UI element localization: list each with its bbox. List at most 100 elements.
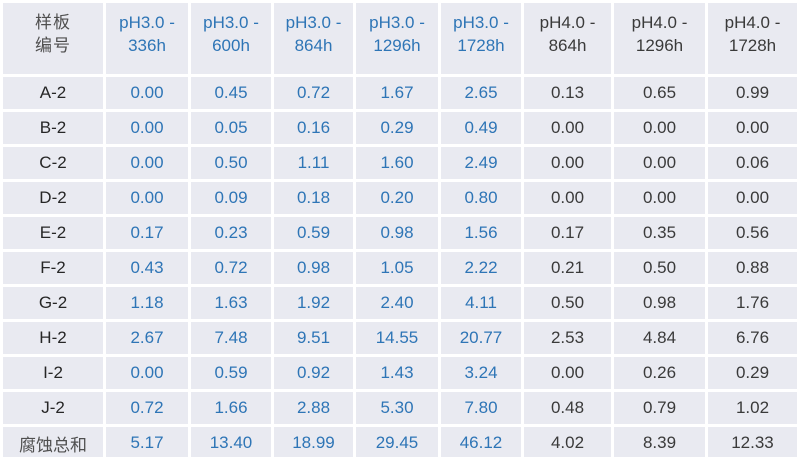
cell: 0.00 bbox=[106, 147, 188, 179]
cell: 0.56 bbox=[708, 217, 797, 249]
col-header-ph3-1296h: pH3.0 - 1296h bbox=[356, 3, 438, 74]
row-label: G-2 bbox=[3, 287, 103, 319]
cell: 2.65 bbox=[441, 77, 521, 109]
row-label: B-2 bbox=[3, 112, 103, 144]
cell: 14.55 bbox=[356, 322, 438, 354]
table-total-row: 腐蚀总和 5.17 13.40 18.99 29.45 46.12 4.02 8… bbox=[3, 427, 797, 457]
cell: 3.24 bbox=[441, 357, 521, 389]
table-header-row: 样板 编号 pH3.0 - 336h pH3.0 - 600h pH3.0 - … bbox=[3, 3, 797, 74]
cell: 0.13 bbox=[524, 77, 611, 109]
table-row: E-2 0.17 0.23 0.59 0.98 1.56 0.17 0.35 0… bbox=[3, 217, 797, 249]
cell: 0.00 bbox=[614, 147, 705, 179]
cell: 0.43 bbox=[106, 252, 188, 284]
cell: 1.66 bbox=[191, 392, 271, 424]
cell: 7.48 bbox=[191, 322, 271, 354]
cell: 0.00 bbox=[614, 182, 705, 214]
cell: 0.00 bbox=[708, 182, 797, 214]
cell: 1.56 bbox=[441, 217, 521, 249]
col-header-ph3-1728h: pH3.0 - 1728h bbox=[441, 3, 521, 74]
table-row: D-2 0.00 0.09 0.18 0.20 0.80 0.00 0.00 0… bbox=[3, 182, 797, 214]
cell: 1.63 bbox=[191, 287, 271, 319]
cell: 0.09 bbox=[191, 182, 271, 214]
cell: 0.50 bbox=[524, 287, 611, 319]
cell: 2.49 bbox=[441, 147, 521, 179]
cell: 0.98 bbox=[614, 287, 705, 319]
cell: 0.00 bbox=[524, 357, 611, 389]
cell: 0.65 bbox=[614, 77, 705, 109]
cell: 2.53 bbox=[524, 322, 611, 354]
cell: 0.48 bbox=[524, 392, 611, 424]
row-label: D-2 bbox=[3, 182, 103, 214]
row-label: I-2 bbox=[3, 357, 103, 389]
col-header-ph4-864h: pH4.0 - 864h bbox=[524, 3, 611, 74]
cell: 0.80 bbox=[441, 182, 521, 214]
cell: 6.76 bbox=[708, 322, 797, 354]
cell: 1.67 bbox=[356, 77, 438, 109]
cell: 0.23 bbox=[191, 217, 271, 249]
corner-header-sample-id: 样板 编号 bbox=[3, 3, 103, 74]
cell: 0.05 bbox=[191, 112, 271, 144]
cell: 2.88 bbox=[274, 392, 353, 424]
cell: 2.22 bbox=[441, 252, 521, 284]
cell: 1.02 bbox=[708, 392, 797, 424]
cell: 0.00 bbox=[524, 182, 611, 214]
cell: 9.51 bbox=[274, 322, 353, 354]
cell: 0.00 bbox=[524, 112, 611, 144]
cell: 0.45 bbox=[191, 77, 271, 109]
row-label: H-2 bbox=[3, 322, 103, 354]
cell: 0.20 bbox=[356, 182, 438, 214]
cell: 0.17 bbox=[524, 217, 611, 249]
table-row: A-2 0.00 0.45 0.72 1.67 2.65 0.13 0.65 0… bbox=[3, 77, 797, 109]
total-cell: 4.02 bbox=[524, 427, 611, 457]
cell: 0.00 bbox=[106, 357, 188, 389]
cell: 0.16 bbox=[274, 112, 353, 144]
row-label: C-2 bbox=[3, 147, 103, 179]
cell: 0.92 bbox=[274, 357, 353, 389]
cell: 0.88 bbox=[708, 252, 797, 284]
cell: 0.98 bbox=[356, 217, 438, 249]
table-row: C-2 0.00 0.50 1.11 1.60 2.49 0.00 0.00 0… bbox=[3, 147, 797, 179]
col-header-ph3-336h: pH3.0 - 336h bbox=[106, 3, 188, 74]
total-row-label: 腐蚀总和 bbox=[3, 427, 103, 457]
cell: 0.50 bbox=[614, 252, 705, 284]
table-row: J-2 0.72 1.66 2.88 5.30 7.80 0.48 0.79 1… bbox=[3, 392, 797, 424]
table-row: F-2 0.43 0.72 0.98 1.05 2.22 0.21 0.50 0… bbox=[3, 252, 797, 284]
cell: 1.92 bbox=[274, 287, 353, 319]
cell: 0.18 bbox=[274, 182, 353, 214]
total-cell: 8.39 bbox=[614, 427, 705, 457]
cell: 0.00 bbox=[106, 112, 188, 144]
cell: 2.67 bbox=[106, 322, 188, 354]
cell: 0.29 bbox=[708, 357, 797, 389]
cell: 0.29 bbox=[356, 112, 438, 144]
cell: 2.40 bbox=[356, 287, 438, 319]
col-header-ph3-864h: pH3.0 - 864h bbox=[274, 3, 353, 74]
cell: 4.11 bbox=[441, 287, 521, 319]
col-header-ph3-600h: pH3.0 - 600h bbox=[191, 3, 271, 74]
cell: 0.00 bbox=[106, 77, 188, 109]
total-cell: 5.17 bbox=[106, 427, 188, 457]
cell: 7.80 bbox=[441, 392, 521, 424]
cell: 1.11 bbox=[274, 147, 353, 179]
table-row: H-2 2.67 7.48 9.51 14.55 20.77 2.53 4.84… bbox=[3, 322, 797, 354]
cell: 0.59 bbox=[191, 357, 271, 389]
total-cell: 12.33 bbox=[708, 427, 797, 457]
row-label: E-2 bbox=[3, 217, 103, 249]
cell: 0.59 bbox=[274, 217, 353, 249]
cell: 0.17 bbox=[106, 217, 188, 249]
total-cell: 29.45 bbox=[356, 427, 438, 457]
table-row: I-2 0.00 0.59 0.92 1.43 3.24 0.00 0.26 0… bbox=[3, 357, 797, 389]
col-header-ph4-1296h: pH4.0 - 1296h bbox=[614, 3, 705, 74]
cell: 0.72 bbox=[106, 392, 188, 424]
cell: 1.05 bbox=[356, 252, 438, 284]
table-row: G-2 1.18 1.63 1.92 2.40 4.11 0.50 0.98 1… bbox=[3, 287, 797, 319]
cell: 0.06 bbox=[708, 147, 797, 179]
total-cell: 46.12 bbox=[441, 427, 521, 457]
cell: 0.00 bbox=[524, 147, 611, 179]
cell: 1.76 bbox=[708, 287, 797, 319]
cell: 1.43 bbox=[356, 357, 438, 389]
cell: 0.21 bbox=[524, 252, 611, 284]
table-row: B-2 0.00 0.05 0.16 0.29 0.49 0.00 0.00 0… bbox=[3, 112, 797, 144]
cell: 1.60 bbox=[356, 147, 438, 179]
